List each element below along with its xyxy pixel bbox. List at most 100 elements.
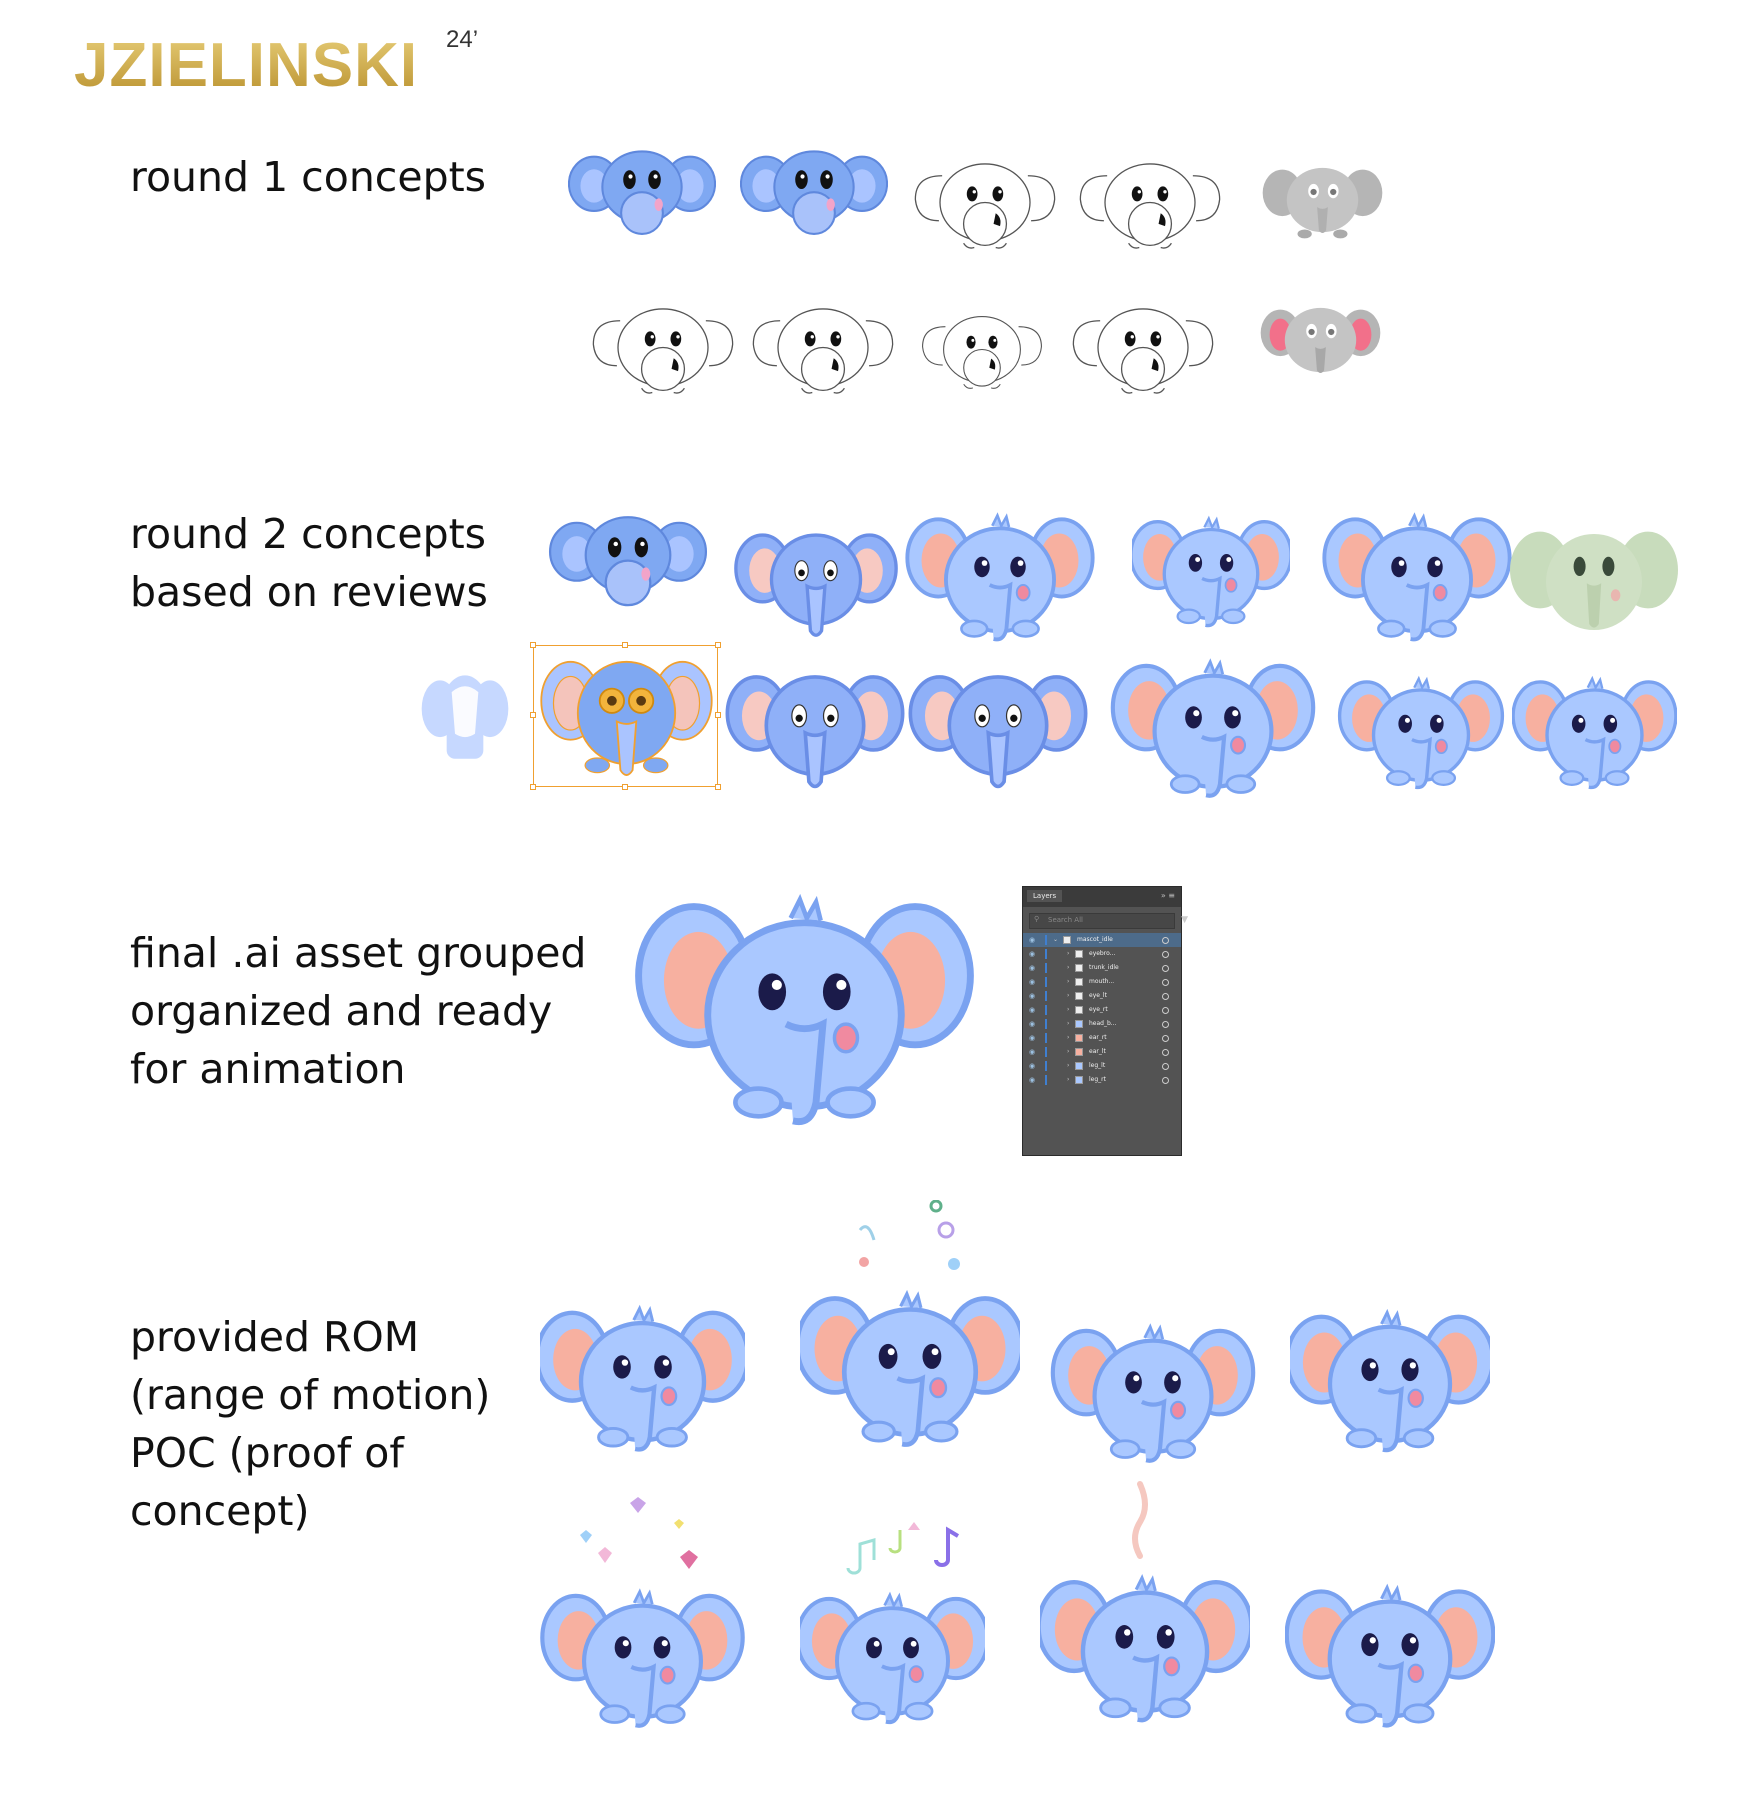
layer-row-root[interactable]: ◉ ⌄ mascot_idle bbox=[1023, 933, 1181, 947]
chevron-right-icon[interactable]: › bbox=[1067, 1006, 1070, 1013]
layers-search-input[interactable]: ⚲ Search All ▼ bbox=[1029, 913, 1188, 929]
layer-row[interactable]: ◉ › ear_lt bbox=[1023, 1045, 1181, 1059]
final-asset-label: final .ai asset grouped organized and re… bbox=[130, 929, 587, 1093]
layer-color-bar bbox=[1045, 1033, 1047, 1043]
layer-target-icon[interactable] bbox=[1162, 1077, 1169, 1084]
layer-thumbnail bbox=[1075, 964, 1083, 972]
chevron-right-icon[interactable]: › bbox=[1067, 992, 1070, 999]
layer-color-bar bbox=[1045, 935, 1047, 945]
round2-label: round 2 concepts based on reviews bbox=[130, 510, 488, 616]
eye-icon[interactable]: ◉ bbox=[1029, 950, 1036, 958]
layer-target-icon[interactable] bbox=[1162, 1035, 1169, 1042]
selection-bounding-box[interactable] bbox=[530, 642, 721, 790]
layer-name: eye_rt bbox=[1089, 1006, 1108, 1013]
round1-concept-6 bbox=[592, 308, 734, 394]
round1-concept-1 bbox=[568, 150, 716, 235]
layer-color-bar bbox=[1045, 1075, 1047, 1085]
layer-thumbnail bbox=[1075, 1006, 1083, 1014]
music-note-icon bbox=[846, 1522, 960, 1575]
layer-thumbnail bbox=[1075, 992, 1083, 1000]
layer-target-icon[interactable] bbox=[1162, 1049, 1169, 1056]
layer-row[interactable]: ◉ › mouth... bbox=[1023, 975, 1181, 989]
eye-icon[interactable]: ◉ bbox=[1029, 1006, 1036, 1014]
layer-target-icon[interactable] bbox=[1162, 1063, 1169, 1070]
round2-concept-4 bbox=[1132, 516, 1290, 628]
layer-row[interactable]: ◉ › head_b... bbox=[1023, 1017, 1181, 1031]
selection-handle[interactable] bbox=[622, 784, 628, 790]
round1-concept-4 bbox=[1079, 163, 1221, 249]
eye-icon[interactable]: ◉ bbox=[1029, 1020, 1036, 1028]
layer-target-icon[interactable] bbox=[1162, 965, 1169, 972]
layer-target-icon[interactable] bbox=[1162, 993, 1169, 1000]
layer-row[interactable]: ◉ › eye_lt bbox=[1023, 989, 1181, 1003]
round2-concept-6 bbox=[1510, 531, 1678, 630]
selection-handle[interactable] bbox=[715, 712, 721, 718]
selection-handle[interactable] bbox=[622, 642, 628, 648]
layer-name: leg_lt bbox=[1089, 1062, 1106, 1069]
eye-icon[interactable]: ◉ bbox=[1029, 1048, 1036, 1056]
chevron-right-icon[interactable]: › bbox=[1067, 950, 1070, 957]
rom-pose-7 bbox=[1040, 1560, 1250, 1730]
final-elephant-asset bbox=[632, 872, 977, 1137]
round2-concept-11 bbox=[1337, 676, 1505, 790]
layer-target-icon[interactable] bbox=[1162, 951, 1169, 958]
panel-menu-icon[interactable]: » ≡ bbox=[1160, 891, 1175, 900]
layer-thumbnail bbox=[1075, 1020, 1083, 1028]
eye-icon[interactable]: ◉ bbox=[1029, 936, 1036, 944]
layer-target-icon[interactable] bbox=[1162, 1007, 1169, 1014]
round2-concept-12 bbox=[1512, 676, 1677, 790]
chevron-down-icon[interactable]: ⌄ bbox=[1053, 936, 1059, 943]
layers-tab[interactable]: Layers bbox=[1027, 890, 1063, 902]
chevron-right-icon[interactable]: › bbox=[1067, 1034, 1070, 1041]
chevron-right-icon[interactable]: › bbox=[1067, 964, 1070, 971]
chevron-right-icon[interactable]: › bbox=[1067, 978, 1070, 985]
selection-handle[interactable] bbox=[715, 784, 721, 790]
layer-row[interactable]: ◉ › leg_rt bbox=[1023, 1073, 1181, 1087]
layer-thumbnail bbox=[1075, 1062, 1083, 1070]
layer-color-bar bbox=[1045, 1061, 1047, 1071]
eye-icon[interactable]: ◉ bbox=[1029, 1062, 1036, 1070]
rom-pose-5 bbox=[540, 1575, 745, 1735]
layers-panel: Layers » ≡ ⚲ Search All ▼ ◉ ⌄ mascot_idl… bbox=[1022, 886, 1188, 1156]
layer-color-bar bbox=[1045, 1005, 1047, 1015]
layer-thumbnail bbox=[1075, 1048, 1083, 1056]
rom-pose-1 bbox=[540, 1290, 745, 1460]
eye-icon[interactable]: ◉ bbox=[1029, 978, 1036, 986]
selection-handle[interactable] bbox=[530, 642, 536, 648]
layer-row[interactable]: ◉ › eye_rt bbox=[1023, 1003, 1181, 1017]
layer-color-bar bbox=[1045, 1019, 1047, 1029]
layer-color-bar bbox=[1045, 1047, 1047, 1057]
steam-decoration bbox=[1132, 1481, 1148, 1559]
selection-handle[interactable] bbox=[530, 712, 536, 718]
round2-concept-9 bbox=[908, 675, 1088, 789]
layer-target-icon[interactable] bbox=[1162, 979, 1169, 986]
layers-panel-tabbar: Layers » ≡ bbox=[1023, 887, 1181, 907]
eye-icon[interactable]: ◉ bbox=[1029, 1076, 1036, 1084]
chevron-right-icon[interactable]: › bbox=[1067, 1020, 1070, 1027]
layer-row[interactable]: ◉ › trunk_idle bbox=[1023, 961, 1181, 975]
layer-row[interactable]: ◉ › eyebro... bbox=[1023, 947, 1181, 961]
selection-handle[interactable] bbox=[530, 784, 536, 790]
layer-thumbnail bbox=[1063, 936, 1071, 944]
layer-target-icon[interactable] bbox=[1162, 1021, 1169, 1028]
filter-icon[interactable]: ▼ bbox=[1181, 915, 1188, 925]
eye-icon[interactable]: ◉ bbox=[1029, 1034, 1036, 1042]
round1-label: round 1 concepts bbox=[130, 153, 487, 201]
layer-thumbnail bbox=[1075, 950, 1083, 958]
chevron-right-icon[interactable]: › bbox=[1067, 1062, 1070, 1069]
layer-row[interactable]: ◉ › ear_rt bbox=[1023, 1031, 1181, 1045]
round1-concept-3 bbox=[914, 163, 1056, 249]
eye-icon[interactable]: ◉ bbox=[1029, 992, 1036, 1000]
rom-pose-3 bbox=[1048, 1310, 1258, 1470]
layer-name: head_b... bbox=[1089, 1020, 1117, 1027]
chevron-right-icon[interactable]: › bbox=[1067, 1048, 1070, 1055]
rom-pose-8 bbox=[1285, 1570, 1495, 1735]
selection-handle[interactable] bbox=[715, 642, 721, 648]
brand-logo: JZIELINSKI bbox=[74, 31, 419, 100]
chevron-right-icon[interactable]: › bbox=[1067, 1076, 1070, 1083]
eye-icon[interactable]: ◉ bbox=[1029, 964, 1036, 972]
layer-name: trunk_idle bbox=[1089, 964, 1119, 971]
layer-row[interactable]: ◉ › leg_lt bbox=[1023, 1059, 1181, 1073]
layer-target-icon[interactable] bbox=[1162, 937, 1169, 944]
layer-name: mouth... bbox=[1089, 978, 1115, 985]
